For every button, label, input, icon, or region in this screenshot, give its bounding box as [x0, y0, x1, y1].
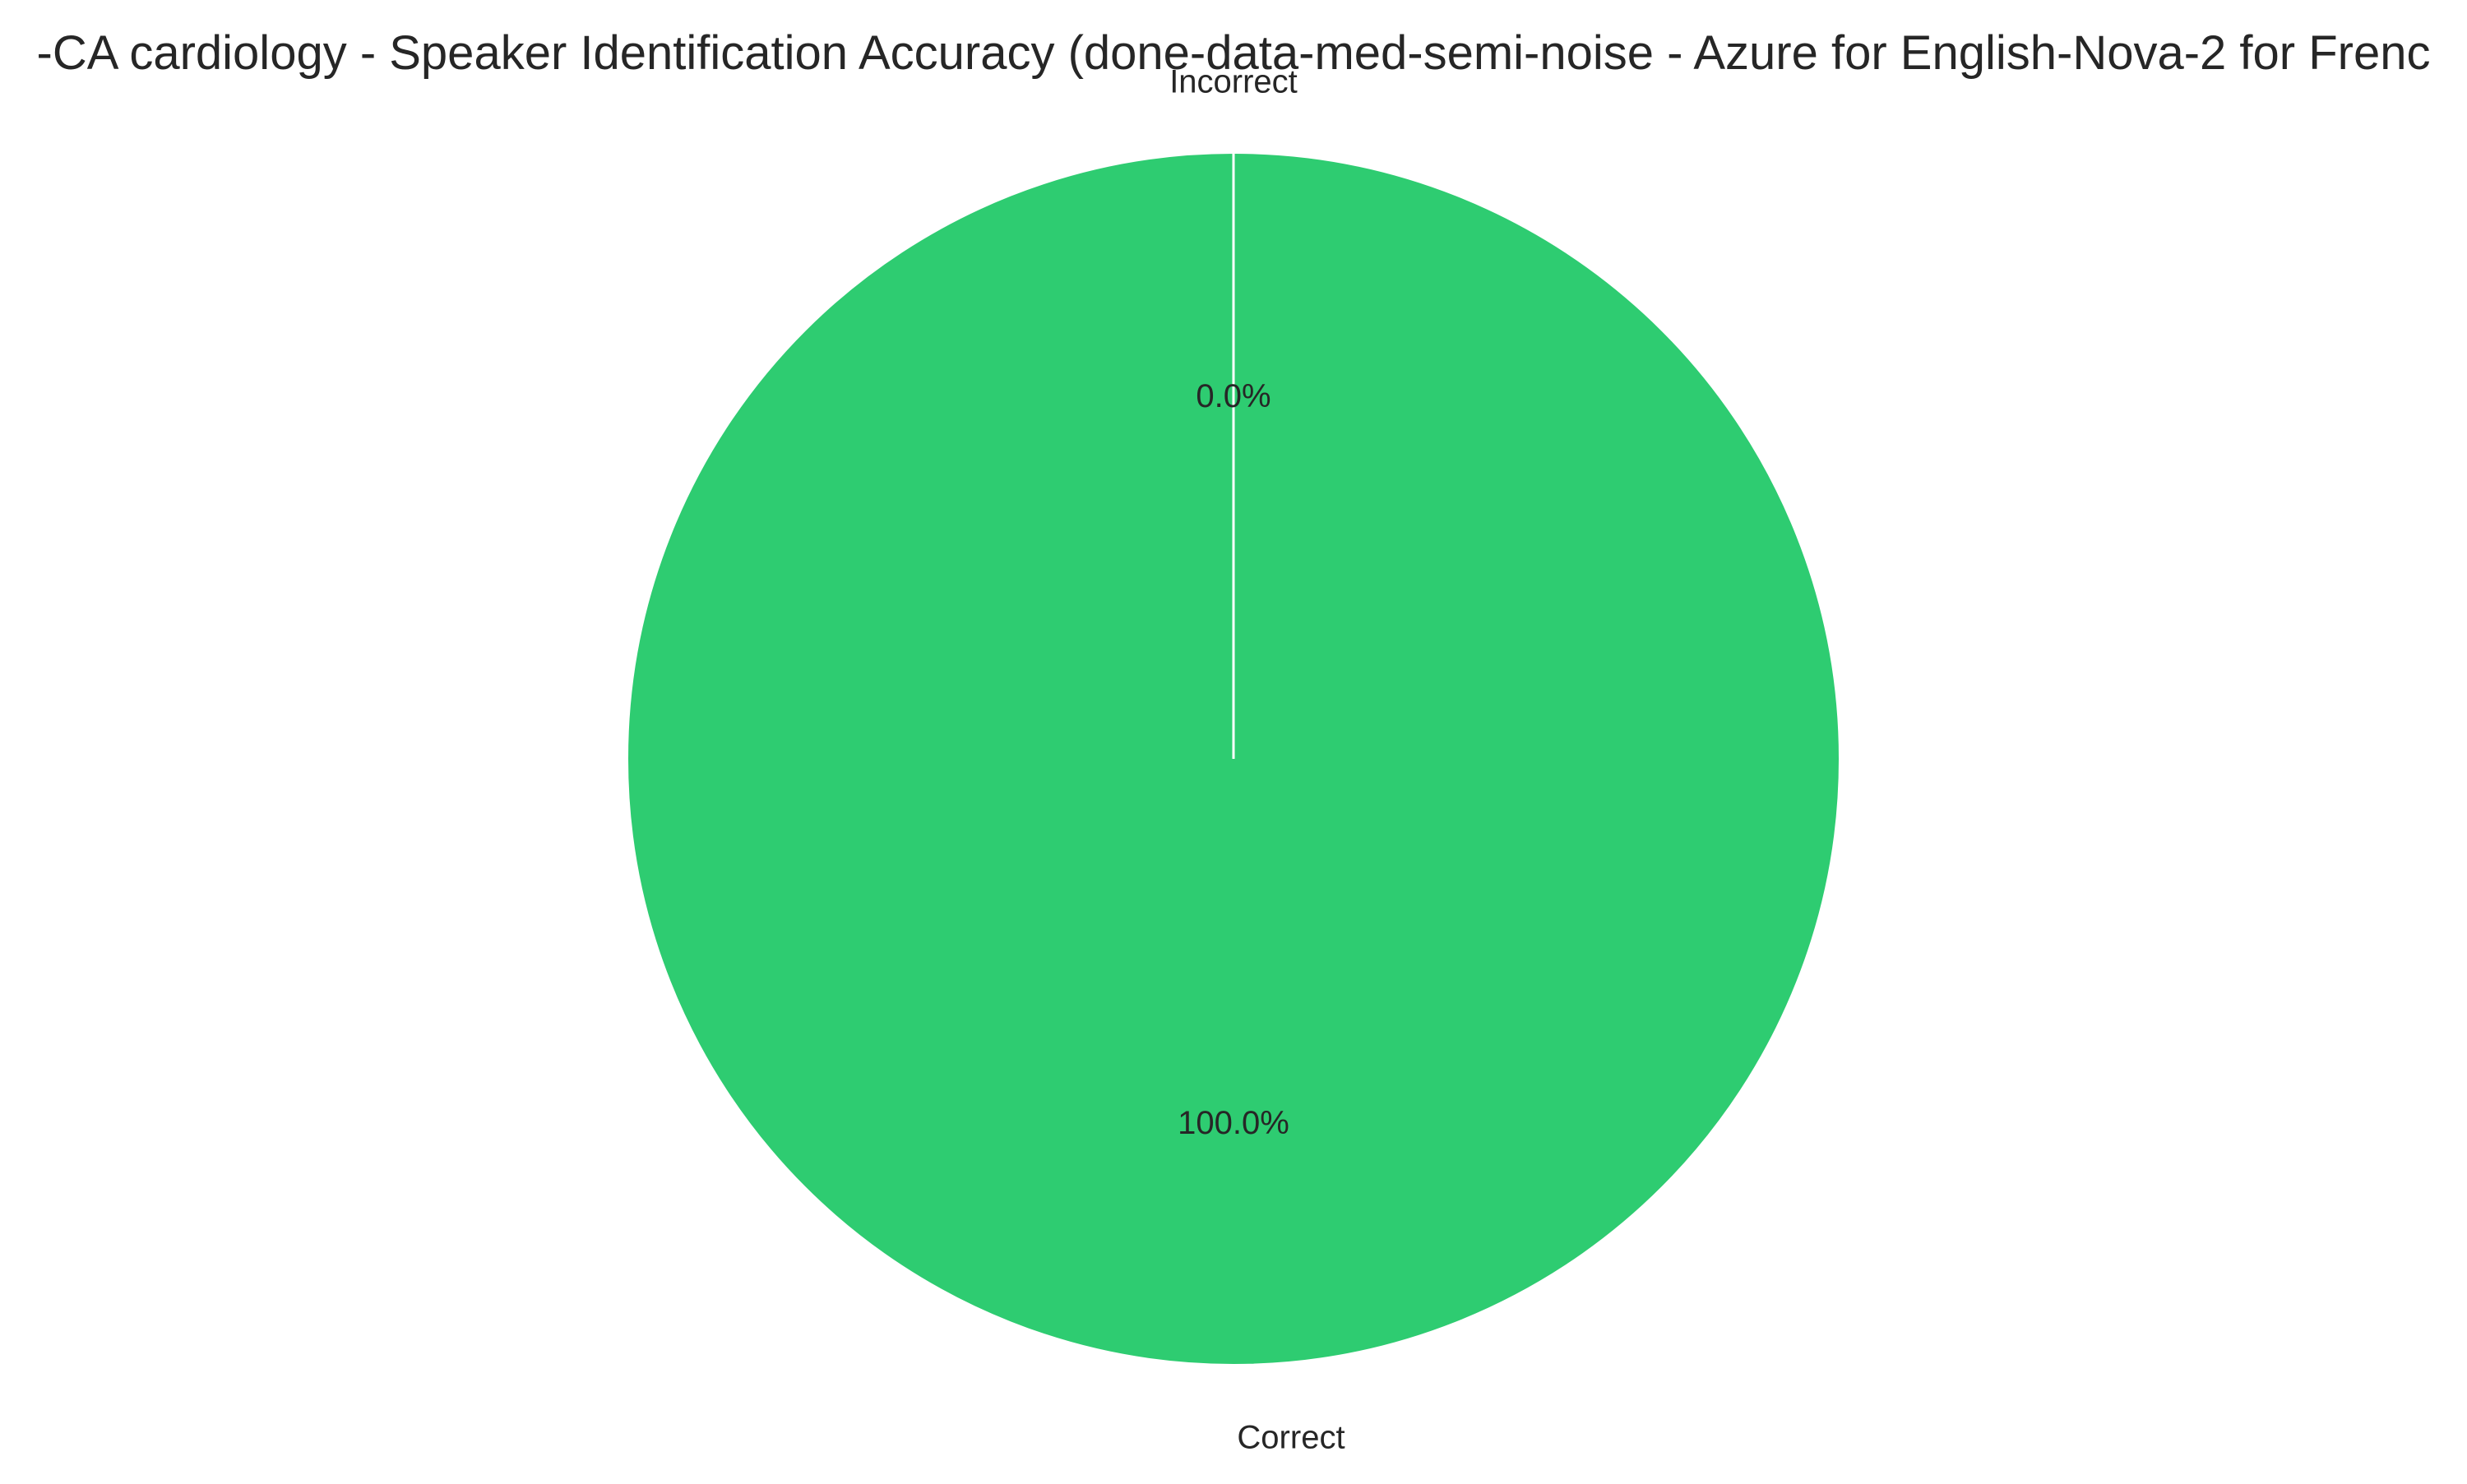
pie-pct-correct: 100.0% — [1178, 1105, 1289, 1141]
pie-label-incorrect: Incorrect — [1169, 63, 1298, 99]
pie-slices — [627, 152, 1840, 1366]
pie-label-correct: Correct — [1237, 1420, 1345, 1456]
chart-title: -CA cardiology - Speaker Identification … — [37, 26, 2431, 80]
pie-labels: Correct 100.0% Incorrect 0.0% — [1169, 63, 1345, 1455]
pie-pct-incorrect: 0.0% — [1196, 378, 1271, 414]
